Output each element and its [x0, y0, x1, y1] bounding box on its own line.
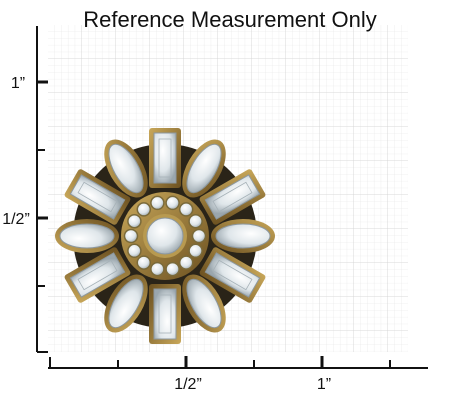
round-stone [188, 213, 203, 229]
round-stone [188, 243, 203, 259]
ruler-label: 1/2” [174, 376, 202, 393]
round-stone [136, 202, 152, 217]
round-stone [127, 213, 142, 229]
round-stone [165, 195, 180, 211]
ruler-label: 1” [317, 376, 331, 393]
baguette-stone [204, 174, 261, 220]
baguette-facet [212, 259, 253, 291]
round-stone [123, 228, 139, 244]
petal [104, 274, 148, 333]
petal [199, 247, 266, 303]
baguette-facet [77, 259, 118, 291]
petal [199, 169, 266, 225]
baguette-facet [77, 181, 118, 213]
round-stone [178, 202, 194, 217]
horizontal-ruler [48, 356, 428, 369]
baguette-facet [158, 294, 172, 334]
baguette-stone [69, 252, 126, 298]
petal [182, 139, 226, 198]
marquise-stone [215, 223, 271, 249]
baguette-facet [158, 138, 172, 178]
round-stone [165, 261, 180, 277]
petal [104, 139, 148, 198]
baguette-stone [153, 132, 177, 184]
baguette-stone [69, 174, 126, 220]
ruler-label: 1” [11, 75, 25, 92]
round-stone [150, 195, 165, 211]
petal [211, 219, 275, 253]
baguette-stone [153, 288, 177, 340]
marquise-stone [186, 143, 222, 194]
marquise-stone [186, 278, 222, 329]
round-stone [127, 243, 142, 259]
petal [182, 274, 226, 333]
round-stone [191, 228, 207, 244]
petal [64, 247, 131, 303]
vertical-ruler [36, 26, 48, 353]
petal [149, 284, 181, 344]
petal [149, 128, 181, 188]
brooch [55, 128, 275, 344]
petal [64, 169, 131, 225]
ruler-label: 1/2” [2, 211, 30, 228]
marquise-stone [108, 278, 144, 329]
petal [55, 219, 119, 253]
round-stone [136, 255, 152, 270]
title: Reference Measurement Only [83, 7, 376, 32]
marquise-stone [59, 223, 115, 249]
round-stone [178, 255, 194, 270]
center-stone [146, 217, 184, 255]
marquise-stone [108, 143, 144, 194]
baguette-stone [204, 252, 261, 298]
round-stone [150, 261, 165, 277]
baguette-facet [212, 181, 253, 213]
